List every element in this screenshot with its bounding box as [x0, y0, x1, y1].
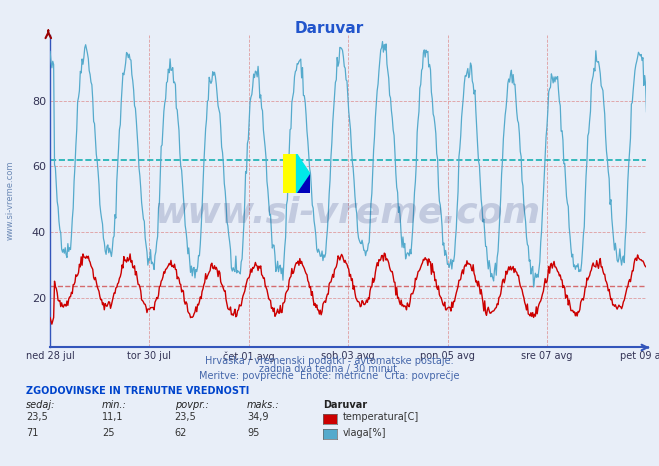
- Text: Hrvaška / vremenski podatki - avtomatske postaje.: Hrvaška / vremenski podatki - avtomatske…: [205, 356, 454, 366]
- Text: 62: 62: [175, 428, 187, 438]
- Text: 11,1: 11,1: [102, 412, 124, 422]
- Text: www.si-vreme.com: www.si-vreme.com: [156, 196, 541, 230]
- Polygon shape: [283, 154, 297, 193]
- Text: www.si-vreme.com: www.si-vreme.com: [5, 161, 14, 240]
- Polygon shape: [297, 174, 310, 193]
- Text: povpr.:: povpr.:: [175, 400, 208, 410]
- Text: Daruvar: Daruvar: [323, 400, 367, 410]
- Text: 23,5: 23,5: [26, 412, 48, 422]
- Text: Daruvar: Daruvar: [295, 21, 364, 36]
- Text: zadnja dva tedna / 30 minut.: zadnja dva tedna / 30 minut.: [259, 364, 400, 374]
- Polygon shape: [297, 154, 310, 193]
- Text: vlaga[%]: vlaga[%]: [343, 428, 386, 438]
- Text: temperatura[C]: temperatura[C]: [343, 412, 419, 422]
- Text: 23,5: 23,5: [175, 412, 196, 422]
- Text: min.:: min.:: [102, 400, 127, 410]
- Text: 95: 95: [247, 428, 260, 438]
- Text: Meritve: povprečne  Enote: metrične  Črta: povprečje: Meritve: povprečne Enote: metrične Črta:…: [199, 370, 460, 381]
- Text: maks.:: maks.:: [247, 400, 280, 410]
- Text: 25: 25: [102, 428, 115, 438]
- Text: 34,9: 34,9: [247, 412, 269, 422]
- Text: sedaj:: sedaj:: [26, 400, 56, 410]
- Text: 71: 71: [26, 428, 39, 438]
- Text: ZGODOVINSKE IN TRENUTNE VREDNOSTI: ZGODOVINSKE IN TRENUTNE VREDNOSTI: [26, 386, 250, 396]
